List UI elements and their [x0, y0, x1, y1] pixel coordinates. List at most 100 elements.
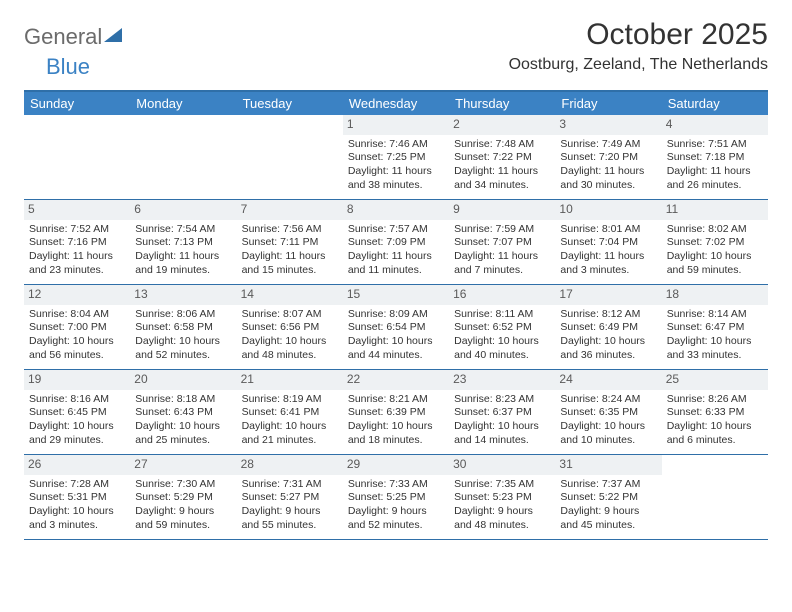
sunset-line: Sunset: 6:56 PM — [242, 321, 338, 335]
sunset-line: Sunset: 5:31 PM — [29, 491, 125, 505]
day-number: 11 — [662, 200, 768, 220]
day-cell: 23Sunrise: 8:23 AMSunset: 6:37 PMDayligh… — [449, 370, 555, 454]
sunset-line: Sunset: 7:09 PM — [348, 236, 444, 250]
sunset-line: Sunset: 7:07 PM — [454, 236, 550, 250]
sunset-line: Sunset: 7:16 PM — [29, 236, 125, 250]
logo: General — [24, 18, 124, 50]
sunset-line: Sunset: 6:58 PM — [135, 321, 231, 335]
day-number: 18 — [662, 285, 768, 305]
day-number: 19 — [24, 370, 130, 390]
sunset-line: Sunset: 5:27 PM — [242, 491, 338, 505]
day-number: 6 — [130, 200, 236, 220]
daylight-line: Daylight: 10 hours and 14 minutes. — [454, 420, 550, 447]
day-cell: 3Sunrise: 7:49 AMSunset: 7:20 PMDaylight… — [555, 115, 661, 199]
sunrise-line: Sunrise: 8:21 AM — [348, 393, 444, 407]
daylight-line: Daylight: 10 hours and 59 minutes. — [667, 250, 763, 277]
day-number: 16 — [449, 285, 555, 305]
day-number: 1 — [343, 115, 449, 135]
sunset-line: Sunset: 6:45 PM — [29, 406, 125, 420]
daylight-line: Daylight: 9 hours and 45 minutes. — [560, 505, 656, 532]
sunset-line: Sunset: 7:18 PM — [667, 151, 763, 165]
sunset-line: Sunset: 7:04 PM — [560, 236, 656, 250]
day-cell: 19Sunrise: 8:16 AMSunset: 6:45 PMDayligh… — [24, 370, 130, 454]
week-row: 5Sunrise: 7:52 AMSunset: 7:16 PMDaylight… — [24, 200, 768, 285]
daylight-line: Daylight: 10 hours and 44 minutes. — [348, 335, 444, 362]
sunset-line: Sunset: 5:22 PM — [560, 491, 656, 505]
sunrise-line: Sunrise: 7:30 AM — [135, 478, 231, 492]
sunrise-line: Sunrise: 7:33 AM — [348, 478, 444, 492]
sunset-line: Sunset: 6:39 PM — [348, 406, 444, 420]
day-cell: 30Sunrise: 7:35 AMSunset: 5:23 PMDayligh… — [449, 455, 555, 539]
sunset-line: Sunset: 7:11 PM — [242, 236, 338, 250]
day-number: 15 — [343, 285, 449, 305]
day-cell: 25Sunrise: 8:26 AMSunset: 6:33 PMDayligh… — [662, 370, 768, 454]
sunrise-line: Sunrise: 8:26 AM — [667, 393, 763, 407]
sunset-line: Sunset: 6:35 PM — [560, 406, 656, 420]
sunset-line: Sunset: 5:25 PM — [348, 491, 444, 505]
daylight-line: Daylight: 9 hours and 59 minutes. — [135, 505, 231, 532]
sunset-line: Sunset: 6:52 PM — [454, 321, 550, 335]
week-row: 1Sunrise: 7:46 AMSunset: 7:25 PMDaylight… — [24, 115, 768, 200]
sunrise-line: Sunrise: 8:12 AM — [560, 308, 656, 322]
day-number: 3 — [555, 115, 661, 135]
day-number: 4 — [662, 115, 768, 135]
week-row: 19Sunrise: 8:16 AMSunset: 6:45 PMDayligh… — [24, 370, 768, 455]
sunset-line: Sunset: 6:33 PM — [667, 406, 763, 420]
daylight-line: Daylight: 9 hours and 55 minutes. — [242, 505, 338, 532]
sunrise-line: Sunrise: 7:46 AM — [348, 138, 444, 152]
daylight-line: Daylight: 10 hours and 56 minutes. — [29, 335, 125, 362]
daylight-line: Daylight: 10 hours and 40 minutes. — [454, 335, 550, 362]
week-row: 26Sunrise: 7:28 AMSunset: 5:31 PMDayligh… — [24, 455, 768, 540]
sunset-line: Sunset: 6:37 PM — [454, 406, 550, 420]
dow-cell: Friday — [555, 92, 661, 115]
day-cell: 13Sunrise: 8:06 AMSunset: 6:58 PMDayligh… — [130, 285, 236, 369]
day-number: 10 — [555, 200, 661, 220]
day-number: 24 — [555, 370, 661, 390]
daylight-line: Daylight: 11 hours and 3 minutes. — [560, 250, 656, 277]
sunset-line: Sunset: 6:43 PM — [135, 406, 231, 420]
day-cell: 1 Sunrise: 7:46 AMSunset: 7:25 PMDaylight… — [343, 115, 449, 199]
day-cell: 27Sunrise: 7:30 AMSunset: 5:29 PMDayligh… — [130, 455, 236, 539]
daylight-line: Daylight: 9 hours and 48 minutes. — [454, 505, 550, 532]
day-number: 12 — [24, 285, 130, 305]
day-number: 5 — [24, 200, 130, 220]
day-cell — [237, 115, 343, 199]
day-number: 30 — [449, 455, 555, 475]
day-cell: 14Sunrise: 8:07 AMSunset: 6:56 PMDayligh… — [237, 285, 343, 369]
day-number: 7 — [237, 200, 343, 220]
daylight-line: Daylight: 11 hours and 11 minutes. — [348, 250, 444, 277]
daylight-line: Daylight: 9 hours and 52 minutes. — [348, 505, 444, 532]
sunset-line: Sunset: 7:20 PM — [560, 151, 656, 165]
sunrise-line: Sunrise: 8:14 AM — [667, 308, 763, 322]
day-number: 9 — [449, 200, 555, 220]
location: Oostburg, Zeeland, The Netherlands — [509, 56, 768, 74]
day-cell: 4Sunrise: 7:51 AMSunset: 7:18 PMDaylight… — [662, 115, 768, 199]
day-cell: 29Sunrise: 7:33 AMSunset: 5:25 PMDayligh… — [343, 455, 449, 539]
calendar: SundayMondayTuesdayWednesdayThursdayFrid… — [24, 90, 768, 540]
day-number: 26 — [24, 455, 130, 475]
dow-cell: Thursday — [449, 92, 555, 115]
daylight-line: Daylight: 10 hours and 3 minutes. — [29, 505, 125, 532]
daylight-line: Daylight: 10 hours and 29 minutes. — [29, 420, 125, 447]
sunrise-line: Sunrise: 8:01 AM — [560, 223, 656, 237]
sunrise-line: Sunrise: 7:59 AM — [454, 223, 550, 237]
week-row: 12Sunrise: 8:04 AMSunset: 7:00 PMDayligh… — [24, 285, 768, 370]
sunrise-line: Sunrise: 7:37 AM — [560, 478, 656, 492]
sunset-line: Sunset: 7:22 PM — [454, 151, 550, 165]
daylight-line: Daylight: 11 hours and 38 minutes. — [348, 165, 444, 192]
sunrise-line: Sunrise: 7:28 AM — [29, 478, 125, 492]
sunset-line: Sunset: 7:25 PM — [348, 151, 444, 165]
sunrise-line: Sunrise: 7:35 AM — [454, 478, 550, 492]
day-number: 2 — [449, 115, 555, 135]
sunrise-line: Sunrise: 8:23 AM — [454, 393, 550, 407]
daylight-line: Daylight: 11 hours and 30 minutes. — [560, 165, 656, 192]
daylight-line: Daylight: 10 hours and 52 minutes. — [135, 335, 231, 362]
daylight-line: Daylight: 10 hours and 48 minutes. — [242, 335, 338, 362]
day-cell — [130, 115, 236, 199]
sunrise-line: Sunrise: 7:31 AM — [242, 478, 338, 492]
daylight-line: Daylight: 10 hours and 36 minutes. — [560, 335, 656, 362]
logo-triangle-icon — [104, 28, 122, 42]
day-number: 21 — [237, 370, 343, 390]
day-cell: 16Sunrise: 8:11 AMSunset: 6:52 PMDayligh… — [449, 285, 555, 369]
day-cell: 15Sunrise: 8:09 AMSunset: 6:54 PMDayligh… — [343, 285, 449, 369]
